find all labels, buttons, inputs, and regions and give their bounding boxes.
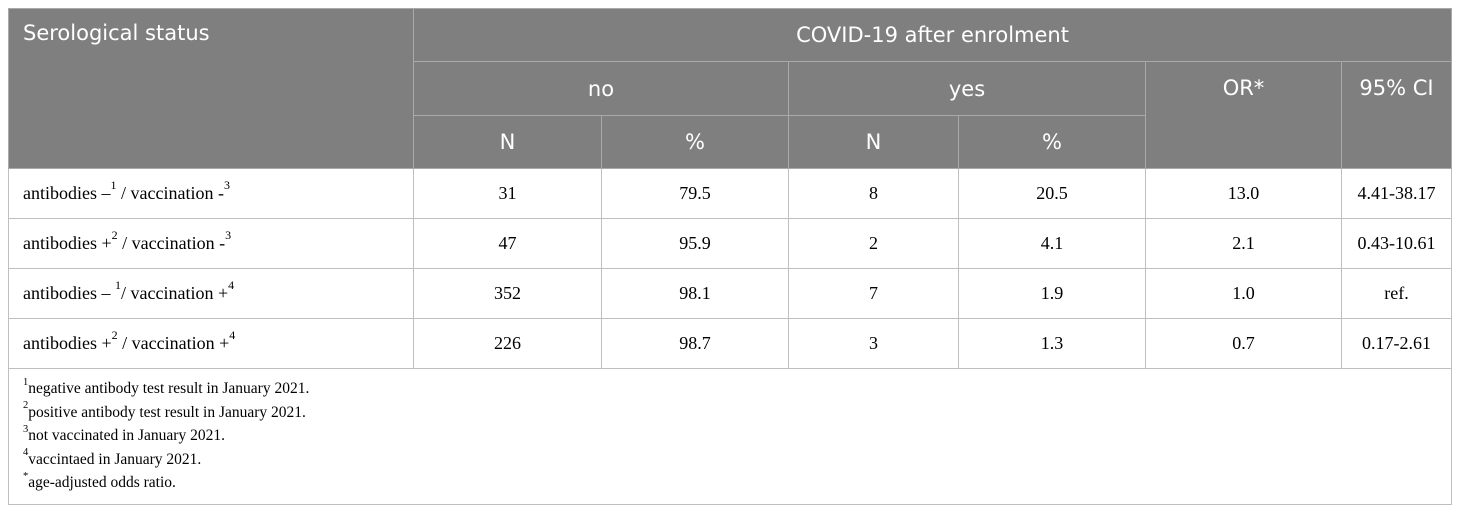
ci-cell: ref. [1340,268,1453,319]
ci-cell: 4.41-38.17 [1340,168,1453,219]
header-no-n: N [413,115,602,169]
or-cell: 1.0 [1145,268,1342,319]
serology-results-table: Serological status COVID-19 after enrolm… [7,8,1453,505]
yes-n-cell: 2 [788,218,959,269]
header-yes-n: N [788,115,959,169]
results-table-container: Serological status COVID-19 after enrolm… [7,8,1453,505]
yes-pct-cell: 1.3 [958,318,1146,369]
header-serological-status: Serological status [8,8,414,169]
no-n-cell: 47 [413,218,602,269]
yes-pct-cell: 4.1 [958,218,1146,269]
table-row: antibodies +2 / vaccination -3 47 95.9 2… [8,218,1453,269]
no-n-cell: 31 [413,168,602,219]
row-label: antibodies +2 / vaccination +4 [8,318,414,369]
header-yes: yes [788,61,1146,116]
no-n-cell: 352 [413,268,602,319]
row-label: antibodies – 1/ vaccination +4 [8,268,414,319]
footnote: 4vaccintaed in January 2021. [23,447,202,468]
row-label: antibodies –1 / vaccination -3 [8,168,414,219]
header-odds-ratio: OR* [1145,61,1342,169]
no-n-cell: 226 [413,318,602,369]
ci-cell: 0.43-10.61 [1340,218,1453,269]
row-label: antibodies +2 / vaccination -3 [8,218,414,269]
no-pct-cell: 95.9 [601,218,789,269]
table-body: antibodies –1 / vaccination -3 31 79.5 8… [7,168,1453,505]
table-header: Serological status COVID-19 after enrolm… [8,8,1453,169]
header-no: no [413,61,789,116]
table-row: antibodies – 1/ vaccination +4 352 98.1 … [8,268,1453,319]
ci-cell: 0.17-2.61 [1340,318,1453,369]
header-confidence-interval: 95% CI [1340,61,1453,169]
or-cell: 13.0 [1145,168,1342,219]
footnotes: 1negative antibody test result in Januar… [7,368,1453,505]
or-cell: 0.7 [1145,318,1342,369]
or-cell: 2.1 [1145,218,1342,269]
yes-n-cell: 8 [788,168,959,219]
footnote: *age-adjusted odds ratio. [23,470,176,491]
yes-n-cell: 7 [788,268,959,319]
footnotes-row: 1negative antibody test result in Januar… [7,368,1453,505]
yes-n-cell: 3 [788,318,959,369]
footnote: 1negative antibody test result in Januar… [23,376,310,397]
header-no-pct: % [601,115,789,169]
table-row: antibodies –1 / vaccination -3 31 79.5 8… [8,168,1453,219]
no-pct-cell: 98.7 [601,318,789,369]
header-covid-after-enrolment: COVID-19 after enrolment [412,8,1453,62]
no-pct-cell: 79.5 [601,168,789,219]
yes-pct-cell: 20.5 [958,168,1146,219]
table-row: antibodies +2 / vaccination +4 226 98.7 … [8,318,1453,369]
yes-pct-cell: 1.9 [958,268,1146,319]
no-pct-cell: 98.1 [601,268,789,319]
header-yes-pct: % [958,115,1146,169]
footnote: 3not vaccinated in January 2021. [23,423,225,444]
footnote: 2positive antibody test result in Januar… [23,400,306,421]
